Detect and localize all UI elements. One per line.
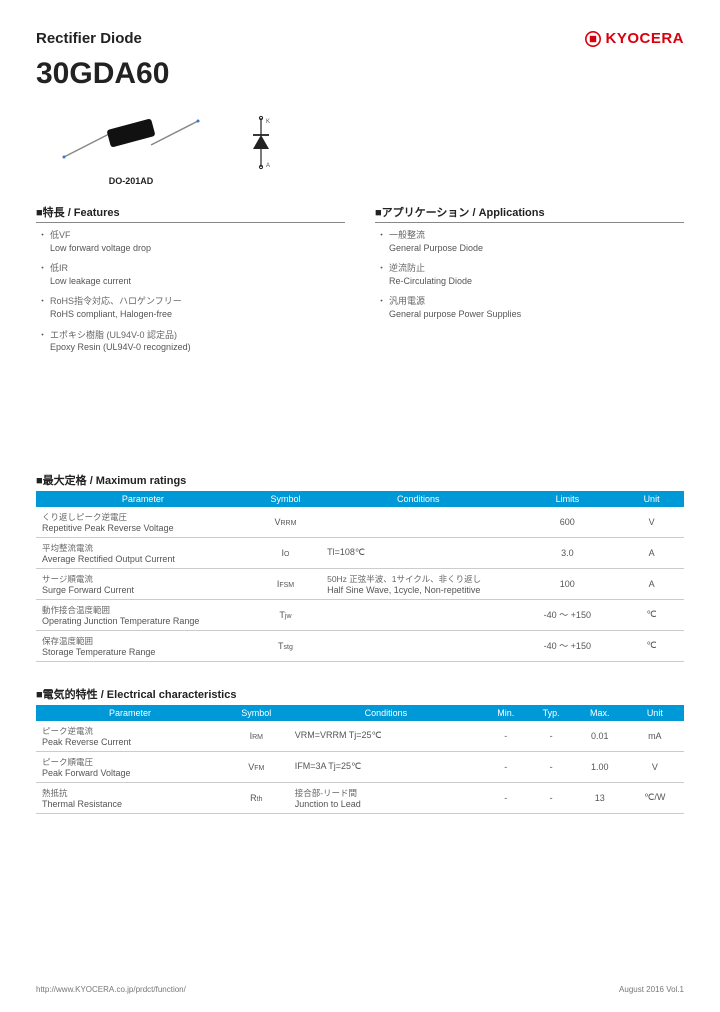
table-header: Parameter <box>36 705 224 721</box>
footer: http://www.KYOCERA.co.jp/prdct/function/… <box>36 985 684 994</box>
logo: KYOCERA <box>585 30 684 47</box>
table-row: 保存温度範囲Storage Temperature RangeTstg-40 ～… <box>36 630 684 661</box>
max-ratings-section: ■最大定格 / Maximum ratings ParameterSymbolC… <box>36 472 684 662</box>
electrical-title: ■電気的特性 / Electrical characteristics <box>36 686 684 702</box>
table-header: Symbol <box>250 491 321 507</box>
table-row: くり返しピーク逆電圧Repetitive Peak Reverse Voltag… <box>36 507 684 538</box>
list-item: RoHS指令対応、ハロゲンフリーRoHS compliant, Halogen-… <box>50 295 345 320</box>
table-header: Unit <box>626 705 684 721</box>
header: Rectifier Diode KYOCERA <box>36 30 684 47</box>
package-drawing: DO-201AD <box>56 109 206 186</box>
table-header: Symbol <box>224 705 289 721</box>
max-ratings-table: ParameterSymbolConditionsLimitsUnit くり返し… <box>36 491 684 662</box>
features-section: ■特長 / Features 低VFLow forward voltage dr… <box>36 204 345 362</box>
table-header: Unit <box>619 491 684 507</box>
list-item: 低VFLow forward voltage drop <box>50 229 345 254</box>
table-header: Max. <box>574 705 626 721</box>
schematic-symbol: K A <box>246 115 276 180</box>
table-header: Typ. <box>528 705 573 721</box>
table-row: サージ順電流Surge Forward CurrentIFSM50Hz 正弦半波… <box>36 568 684 599</box>
applications-title: ■アプリケーション / Applications <box>375 204 684 223</box>
table-header: Conditions <box>289 705 483 721</box>
doc-type: Rectifier Diode <box>36 30 142 47</box>
list-item: 逆流防止Re-Circulating Diode <box>389 262 684 287</box>
applications-section: ■アプリケーション / Applications 一般整流General Pur… <box>375 204 684 362</box>
features-list: 低VFLow forward voltage drop 低IRLow leakag… <box>36 229 345 354</box>
table-row: ピーク順電圧Peak Forward VoltageVFMIFM=3A Tj=2… <box>36 751 684 782</box>
table-header: Conditions <box>321 491 515 507</box>
svg-text:A: A <box>266 163 270 169</box>
table-row: 動作接合温度範囲Operating Junction Temperature R… <box>36 599 684 630</box>
svg-text:K: K <box>266 119 270 125</box>
table-row: ピーク逆電流Peak Reverse CurrentIRMVRM=VRRM Tj… <box>36 721 684 752</box>
list-item: 低IRLow leakage current <box>50 262 345 287</box>
list-item: 汎用電源General purpose Power Supplies <box>389 295 684 320</box>
electrical-table: ParameterSymbolConditionsMin.Typ.Max.Uni… <box>36 705 684 814</box>
logo-text: KYOCERA <box>605 30 684 47</box>
max-ratings-title: ■最大定格 / Maximum ratings <box>36 472 684 488</box>
electrical-section: ■電気的特性 / Electrical characteristics Para… <box>36 686 684 814</box>
list-item: 一般整流General Purpose Diode <box>389 229 684 254</box>
footer-url: http://www.KYOCERA.co.jp/prdct/function/ <box>36 985 186 994</box>
package-label: DO-201AD <box>56 176 206 186</box>
list-item: エポキシ樹脂 (UL94V-0 認定品)Epoxy Resin (UL94V-0… <box>50 329 345 354</box>
applications-list: 一般整流General Purpose Diode 逆流防止Re-Circulat… <box>375 229 684 321</box>
table-row: 平均整流電流Average Rectified Output CurrentIO… <box>36 537 684 568</box>
table-header: Min. <box>483 705 528 721</box>
part-number: 30GDA60 <box>36 57 684 91</box>
features-title: ■特長 / Features <box>36 204 345 223</box>
footer-date: August 2016 Vol.1 <box>619 985 684 994</box>
table-header: Parameter <box>36 491 250 507</box>
table-header: Limits <box>515 491 619 507</box>
package-diagram-area: DO-201AD K A <box>36 109 684 186</box>
kyocera-logo-icon <box>585 31 601 47</box>
table-row: 熱抵抗Thermal ResistanceRth接合部-リード間Junction… <box>36 782 684 813</box>
